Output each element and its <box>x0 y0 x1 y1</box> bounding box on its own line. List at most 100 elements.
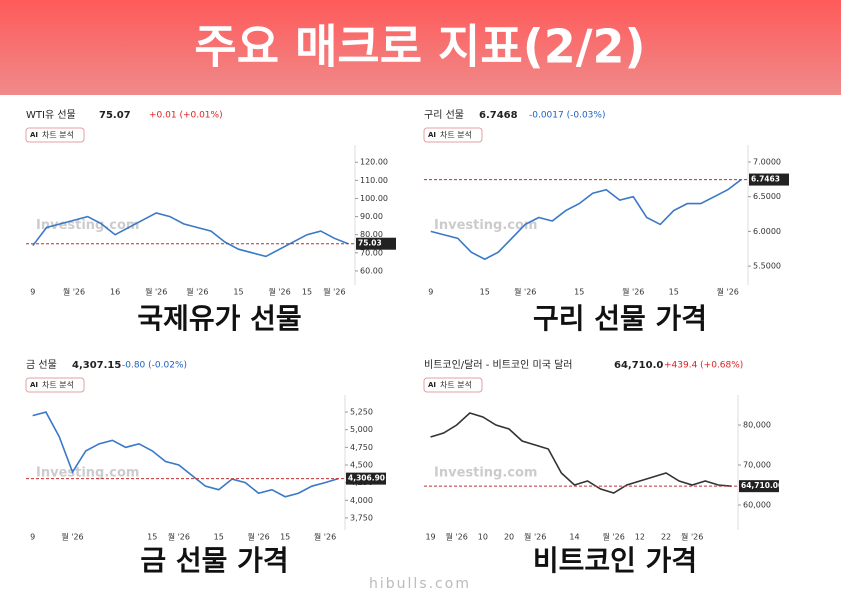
ai-button <box>423 377 483 393</box>
last-price-box <box>346 472 386 485</box>
last-price-box <box>356 237 396 250</box>
footer: hibulls.com <box>369 576 471 592</box>
ai-button <box>25 377 85 393</box>
y-tick-label: 70,000 <box>743 461 771 470</box>
x-tick-label: 월 '26 <box>168 532 190 542</box>
caption: 국제유가 선물 <box>137 302 301 335</box>
instrument-name: 비트코인/달러 - 비트코인 미국 달러 <box>424 359 573 371</box>
price: 75.07 <box>99 110 131 121</box>
title: 주요 매크로 지표(2/2) <box>194 20 645 74</box>
change: +0.01 (+0.01%) <box>149 111 223 121</box>
change: +439.4 (+0.68%) <box>664 361 743 371</box>
x-tick-label: 10 <box>478 533 488 542</box>
price-line <box>32 411 339 498</box>
ai-button-label: 차트 분석 <box>440 130 472 140</box>
x-tick-label: 월 '26 <box>446 532 468 542</box>
last-price-box <box>749 173 789 186</box>
y-tick-label: 5,000 <box>350 425 373 434</box>
price: 4,307.15 <box>72 360 121 371</box>
x-tick-label: 15 <box>147 533 157 542</box>
x-tick-label: 월 '26 <box>63 287 85 297</box>
x-tick-label: 월 '26 <box>524 532 546 542</box>
x-tick-label: 19 <box>425 533 435 542</box>
price: 64,710.0 <box>614 360 663 371</box>
x-tick-label: 월 '26 <box>323 287 345 297</box>
y-tick-label: 120.00 <box>360 158 388 167</box>
ai-badge: AI <box>428 131 436 139</box>
ai-badge: AI <box>428 381 436 389</box>
y-tick-label: 5.5000 <box>753 262 781 271</box>
x-tick-label: 월 '26 <box>603 532 625 542</box>
x-tick-label: 12 <box>635 533 645 542</box>
x-tick-label: 9 <box>30 288 35 297</box>
x-tick-label: 15 <box>302 288 312 297</box>
ai-button-label: 차트 분석 <box>440 380 472 390</box>
y-tick-label: 60.00 <box>360 266 383 275</box>
last-price-label: 75.03 <box>358 239 382 248</box>
x-tick-label: 9 <box>30 533 35 542</box>
change: -0.0017 (-0.03%) <box>529 111 605 121</box>
x-tick-label: 월 '26 <box>681 532 703 542</box>
y-tick-label: 7.0000 <box>753 157 781 166</box>
x-tick-label: 9 <box>428 288 433 297</box>
x-tick-label: 월 '26 <box>314 532 336 542</box>
x-tick-label: 월 '26 <box>186 287 208 297</box>
x-tick-label: 15 <box>669 288 679 297</box>
last-price-box <box>739 480 779 493</box>
x-tick-label: 15 <box>480 288 490 297</box>
x-tick-label: 월 '26 <box>514 287 536 297</box>
x-tick-label: 16 <box>110 288 120 297</box>
price-line <box>430 412 732 494</box>
y-tick-label: 6.5000 <box>753 192 781 201</box>
y-tick-label: 3,750 <box>350 513 373 522</box>
x-tick-label: 월 '26 <box>247 532 269 542</box>
instrument-name: 구리 선물 <box>424 109 464 121</box>
watermark: Investing.com <box>434 218 537 233</box>
y-tick-label: 80,000 <box>743 421 771 430</box>
ai-button <box>423 127 483 143</box>
ai-button <box>25 127 85 143</box>
x-tick-label: 15 <box>574 288 584 297</box>
instrument-name: 금 선물 <box>26 359 57 371</box>
price: 6.7468 <box>479 110 518 121</box>
y-tick-label: 60,000 <box>743 501 771 510</box>
last-price-label: 4,306.90 <box>348 474 385 483</box>
ai-button-label: 차트 분석 <box>42 380 74 390</box>
watermark: Investing.com <box>434 466 537 481</box>
x-tick-label: 월 '26 <box>622 287 644 297</box>
caption: 구리 선물 가격 <box>533 302 707 335</box>
instrument-name: WTI유 선물 <box>26 109 76 121</box>
y-tick-label: 4,000 <box>350 496 373 505</box>
y-tick-label: 4,500 <box>350 461 373 470</box>
price-line <box>430 178 742 261</box>
y-tick-label: 100.00 <box>360 194 388 203</box>
x-tick-label: 월 '26 <box>717 287 739 297</box>
title-banner <box>0 0 841 95</box>
ai-badge: AI <box>30 131 38 139</box>
watermark: Investing.com <box>36 466 139 481</box>
x-tick-label: 20 <box>504 533 514 542</box>
price-line <box>32 212 349 258</box>
ai-badge: AI <box>30 381 38 389</box>
x-tick-label: 15 <box>233 288 243 297</box>
x-tick-label: 15 <box>280 533 290 542</box>
y-tick-label: 70.00 <box>360 248 383 257</box>
caption: 금 선물 가격 <box>140 544 288 577</box>
y-tick-label: 4,750 <box>350 443 373 452</box>
x-tick-label: 월 '26 <box>145 287 167 297</box>
last-price-label: 6.7463 <box>751 175 780 184</box>
y-tick-label: 6.0000 <box>753 227 781 236</box>
change: -0.80 (-0.02%) <box>122 361 187 371</box>
ai-button-label: 차트 분석 <box>42 130 74 140</box>
y-tick-label: 5,250 <box>350 408 373 417</box>
x-tick-label: 월 '26 <box>61 532 83 542</box>
x-tick-label: 14 <box>569 533 579 542</box>
y-tick-label: 110.00 <box>360 176 388 185</box>
last-price-label: 64,710.00 <box>741 481 783 490</box>
y-tick-label: 80.00 <box>360 230 383 239</box>
y-tick-label: 90.00 <box>360 212 383 221</box>
caption: 비트코인 가격 <box>533 544 697 577</box>
watermark: Investing.com <box>36 218 139 233</box>
x-tick-label: 월 '26 <box>268 287 290 297</box>
